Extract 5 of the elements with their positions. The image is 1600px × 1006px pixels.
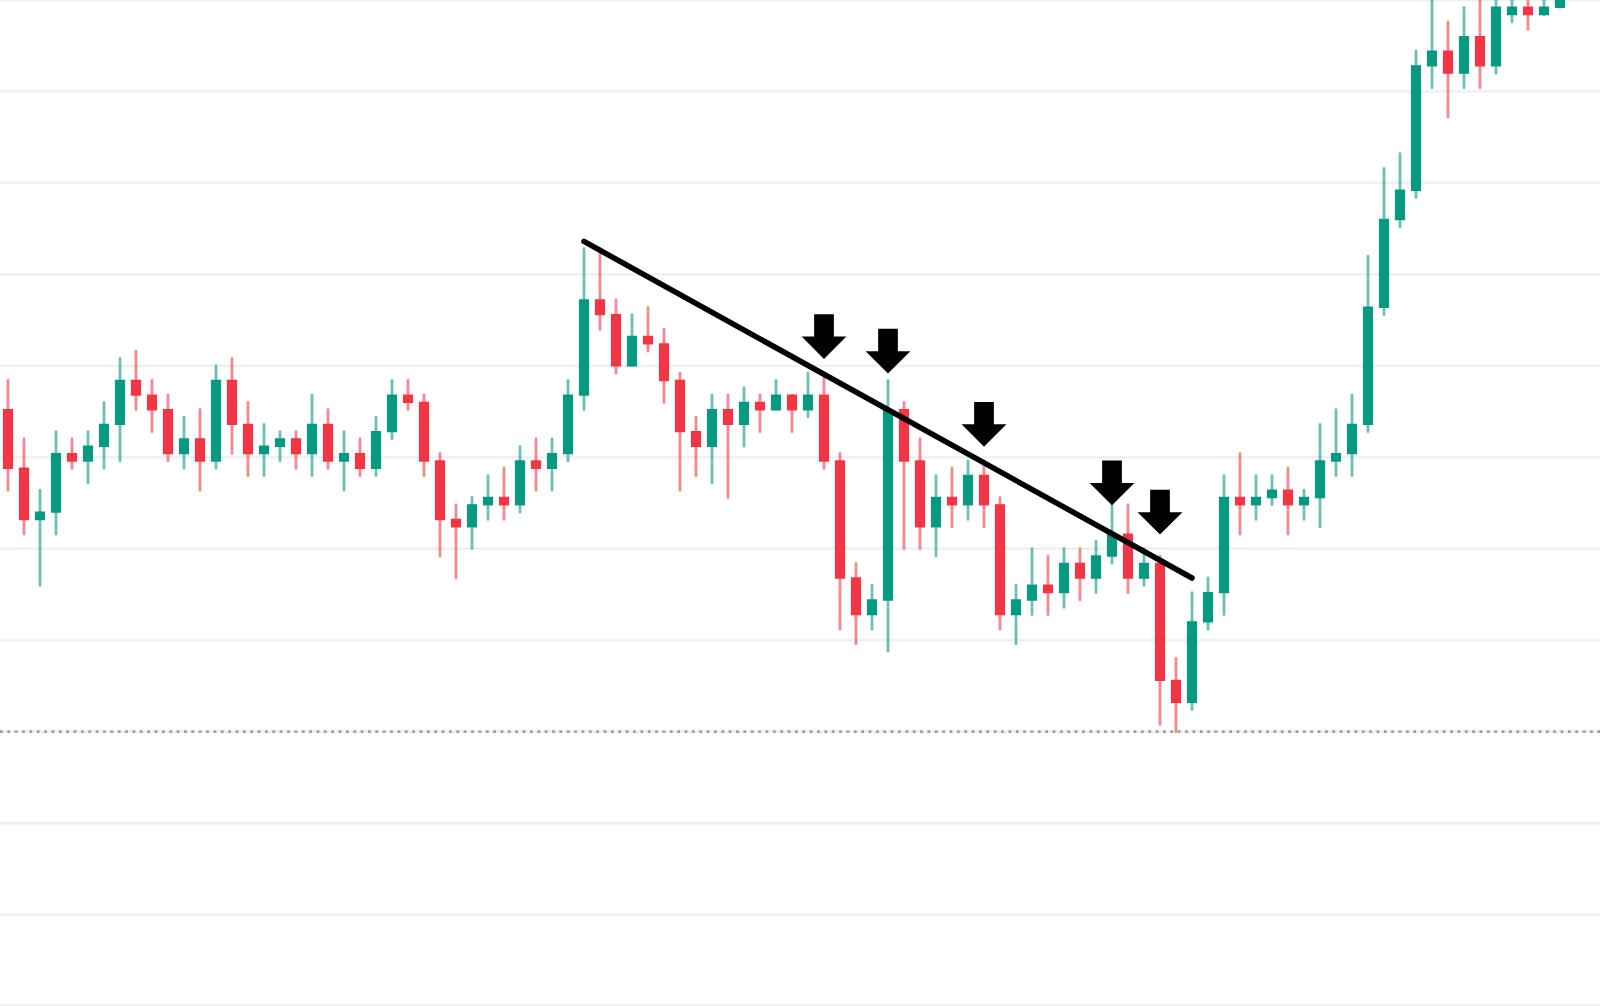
point	[865, 328, 911, 374]
point	[961, 401, 1007, 447]
point	[1137, 489, 1183, 535]
point	[1089, 460, 1135, 506]
point	[801, 314, 847, 359]
